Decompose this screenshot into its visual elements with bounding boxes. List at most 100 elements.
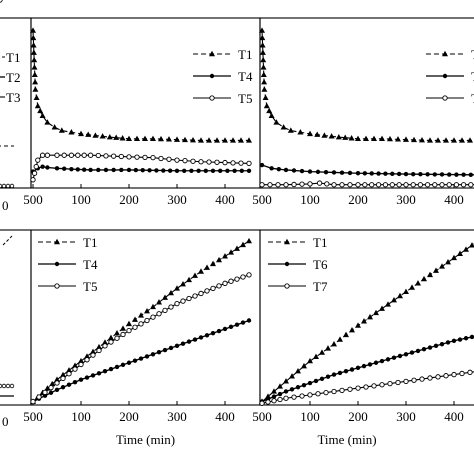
data-point (126, 360, 132, 365)
data-point (84, 375, 90, 380)
data-point (269, 166, 274, 171)
data-point (92, 132, 99, 138)
data-point (427, 271, 433, 278)
data-point (259, 162, 265, 168)
data-point (30, 398, 36, 405)
data-point (418, 172, 423, 177)
data-point (385, 301, 391, 307)
data-point (395, 379, 401, 386)
legend-marker (284, 283, 290, 289)
data-point (379, 305, 385, 311)
data-point (119, 167, 124, 173)
data-point (439, 263, 445, 269)
data-point (186, 339, 192, 344)
data-point (156, 311, 162, 317)
data-point (84, 357, 90, 363)
legend-label: T (471, 91, 474, 106)
data-point (469, 334, 474, 340)
data-point (31, 56, 38, 63)
data-point (299, 168, 305, 174)
series-t-top-right (259, 162, 474, 177)
data-point (424, 182, 431, 188)
data-point (132, 316, 138, 322)
data-point (78, 357, 84, 364)
data-point (168, 345, 174, 351)
data-point (283, 167, 289, 173)
data-point (186, 295, 192, 302)
data-point (261, 86, 268, 92)
data-point (355, 322, 361, 328)
data-point (118, 153, 124, 160)
data-point (451, 137, 457, 143)
data-point (114, 329, 120, 336)
data-point (147, 168, 152, 173)
data-point (206, 137, 212, 143)
data-point (259, 27, 265, 33)
data-point (439, 172, 445, 177)
data-point (108, 334, 114, 341)
series-t1-bottom-right (259, 242, 474, 404)
data-point (453, 182, 460, 188)
data-point (192, 337, 198, 342)
data-point (30, 27, 36, 33)
data-point (192, 293, 198, 299)
data-point (87, 152, 94, 158)
data-point (110, 153, 117, 159)
data-point (323, 389, 329, 396)
data-point (397, 292, 403, 299)
data-point (307, 169, 313, 174)
data-point (222, 280, 228, 286)
legend-label: T4 (238, 69, 253, 84)
legend-label: T1 (238, 47, 252, 62)
data-point (273, 119, 280, 125)
legend-entry: T6 (268, 257, 328, 272)
legend-label: T3 (6, 90, 20, 105)
series-t-top-right (259, 180, 474, 188)
x-tick-label: 200 (348, 409, 368, 424)
data-point (391, 297, 397, 303)
legend-entry: T4 (193, 69, 253, 84)
data-point (421, 347, 427, 352)
data-point (81, 152, 87, 158)
data-point (238, 160, 244, 166)
data-point (246, 272, 252, 278)
data-point (78, 130, 84, 137)
data-point (180, 298, 186, 304)
data-point (347, 182, 353, 188)
data-point (126, 327, 132, 334)
data-point (461, 172, 466, 177)
data-point (313, 378, 319, 384)
data-point (96, 371, 102, 376)
data-point (403, 288, 409, 294)
data-point (403, 171, 409, 177)
data-point (31, 64, 38, 70)
legend-entry: T3 (0, 0, 14, 3)
data-point (435, 137, 441, 143)
data-point (150, 155, 156, 161)
data-point (371, 135, 377, 141)
data-point (277, 391, 283, 397)
legend-label: T2 (6, 70, 20, 85)
x-tick-label: 500 (23, 192, 43, 207)
data-point (75, 152, 81, 158)
data-point (167, 168, 173, 173)
data-point (307, 357, 313, 364)
data-point (433, 267, 439, 273)
data-point (0, 183, 3, 189)
data-point (37, 107, 44, 114)
data-point (396, 182, 402, 188)
data-point (347, 386, 353, 392)
data-point (142, 154, 148, 161)
data-point (120, 362, 126, 368)
data-point (75, 167, 81, 172)
data-point (295, 368, 301, 374)
data-point (395, 136, 401, 142)
data-point (162, 307, 168, 314)
data-point (90, 373, 96, 378)
data-point (99, 133, 106, 139)
data-point (307, 392, 313, 398)
data-point (362, 182, 368, 188)
series-line (261, 30, 474, 141)
data-point (35, 157, 41, 163)
data-point (156, 349, 162, 355)
